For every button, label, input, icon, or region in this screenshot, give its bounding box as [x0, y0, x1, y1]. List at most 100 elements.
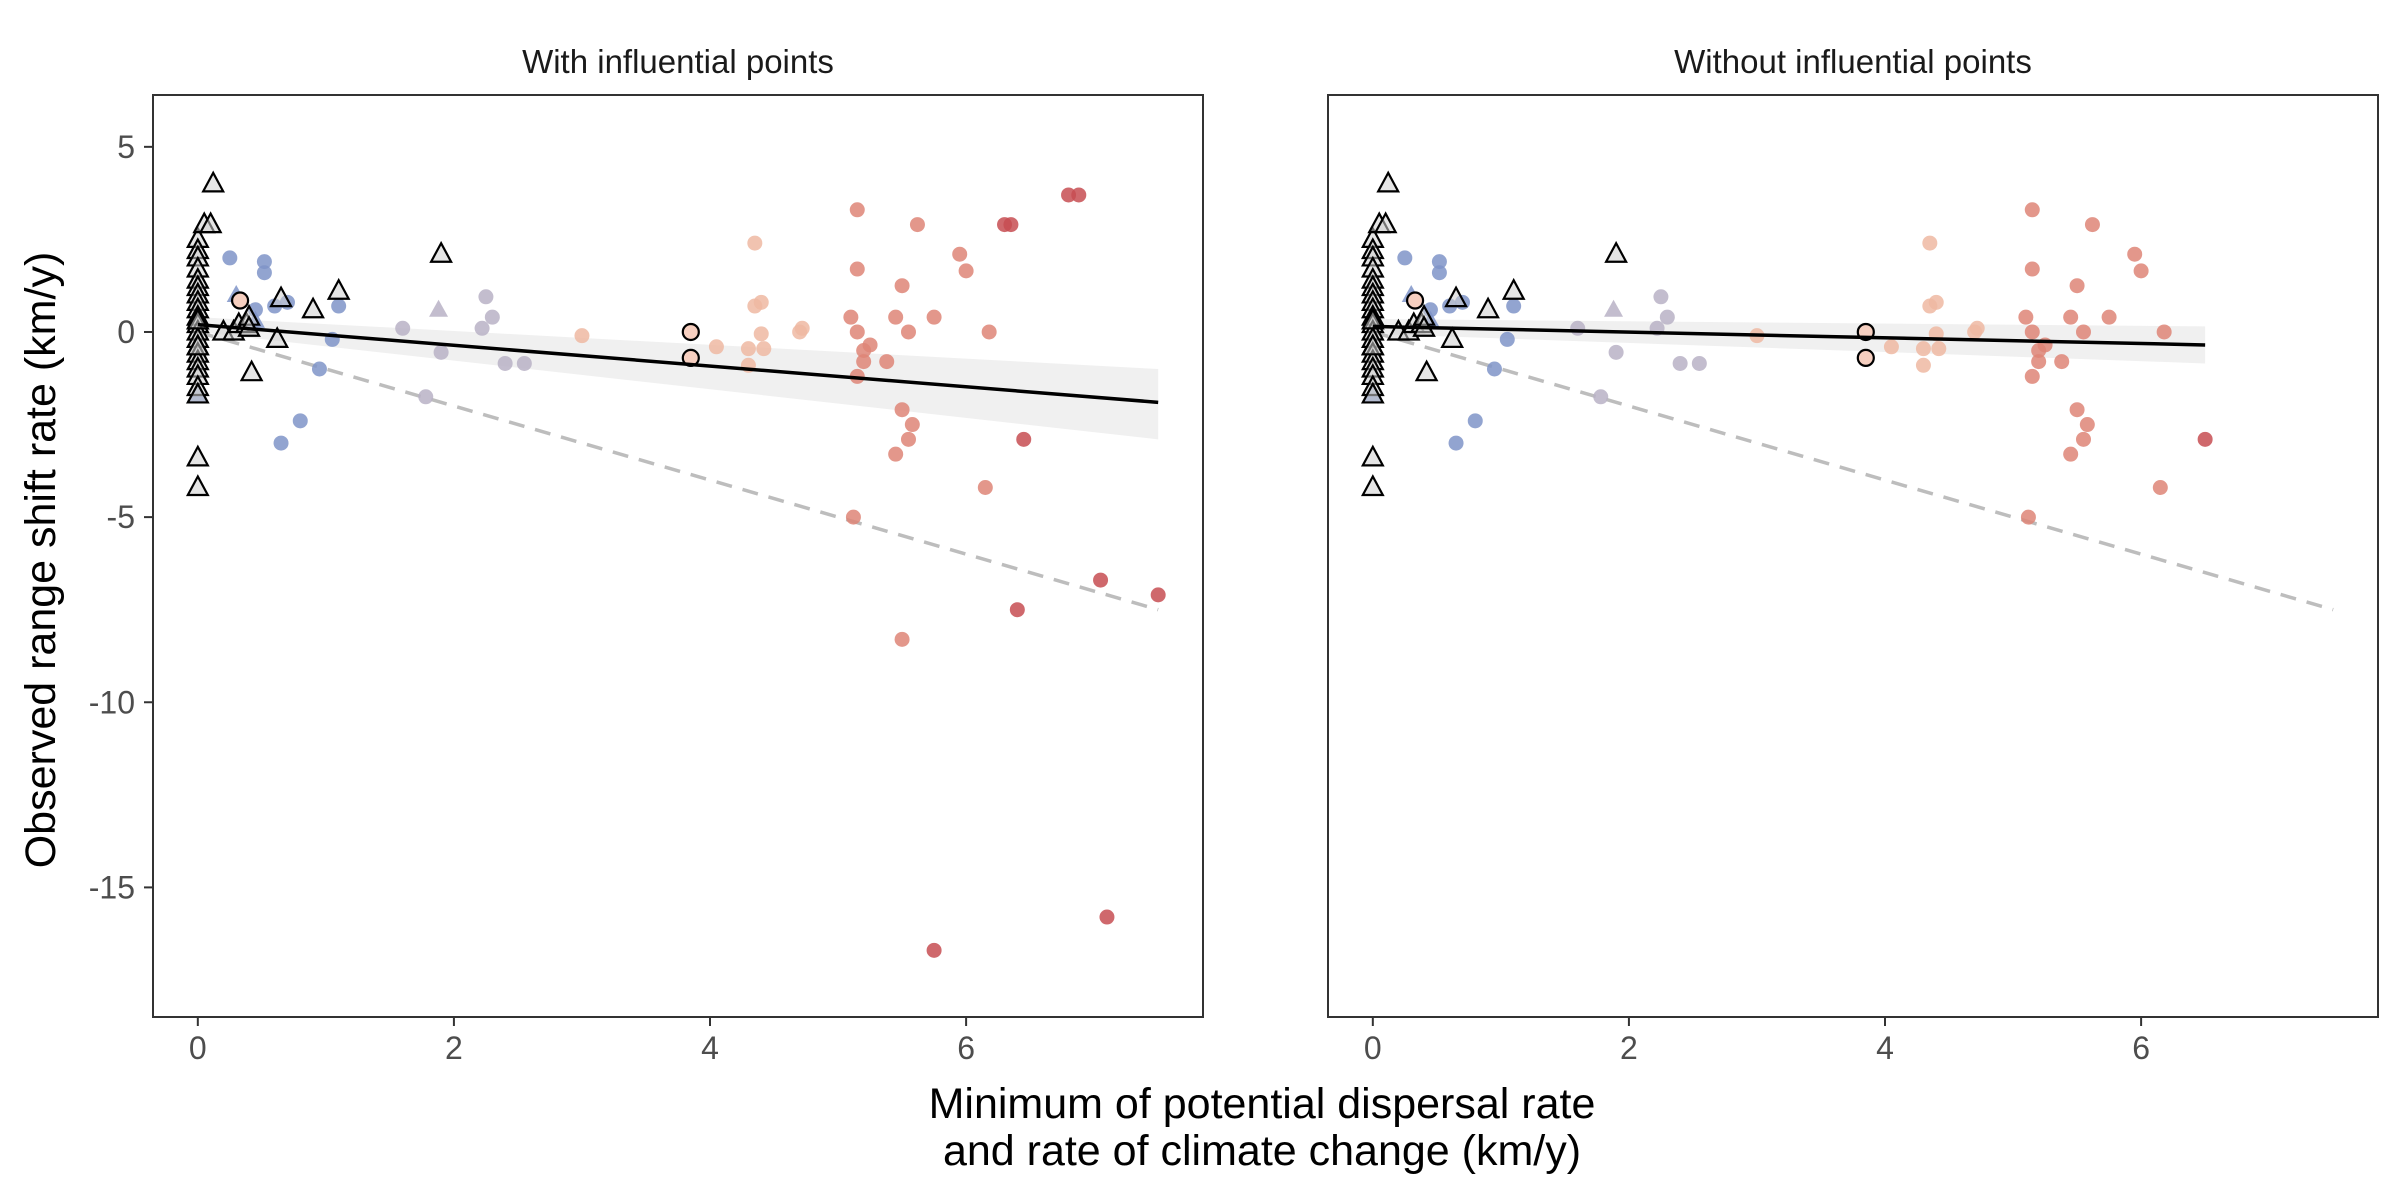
data-point [1506, 298, 1522, 314]
data-point [2054, 354, 2070, 370]
influential-point-triangle [429, 240, 453, 263]
influential-point-triangle [198, 211, 223, 234]
data-point [1003, 217, 1019, 233]
data-point [756, 341, 772, 357]
influential-point-triangle [237, 314, 261, 337]
data-point [843, 309, 859, 325]
data-point [856, 354, 872, 370]
influential-point-triangle [185, 381, 210, 404]
data-point [2024, 261, 2040, 277]
data-point [292, 413, 308, 429]
data-point [926, 942, 942, 958]
influential-point-circle [1405, 291, 1425, 310]
data-point [1016, 431, 1032, 447]
influential-point-triangle [1373, 211, 1398, 234]
data-point [2075, 324, 2091, 340]
data-point [900, 431, 916, 447]
panel-2: Without influential points 0 2 4 6 [1327, 43, 2379, 1066]
x-tick-label: 6 [957, 1030, 975, 1066]
data-point [2079, 417, 2095, 433]
data-point [1009, 602, 1025, 618]
influential-point-triangle [1360, 474, 1385, 497]
influential-point-circle [681, 322, 700, 342]
data-point [849, 324, 865, 340]
data-point [1691, 355, 1707, 371]
data-point [484, 309, 500, 325]
influential-point-triangle [326, 277, 351, 300]
data-point [1969, 320, 1985, 336]
influential-point-triangle [1444, 285, 1468, 308]
data-point [1922, 235, 1938, 251]
data-point [845, 509, 861, 525]
x-tick-label: 6 [2132, 1030, 2150, 1066]
x-tick-label: 0 [189, 1030, 207, 1066]
data-point [331, 298, 347, 314]
influential-point-triangle [185, 474, 210, 497]
data-point-triangle [429, 299, 449, 317]
data-point [497, 355, 513, 371]
data-point [2024, 202, 2040, 218]
y-tick-label: 5 [117, 129, 135, 165]
data-point [2152, 479, 2168, 495]
y-tick-label: 0 [117, 314, 135, 350]
y-tick-label: -10 [89, 684, 135, 720]
data-point [1448, 435, 1464, 451]
data-point [2031, 354, 2047, 370]
y-axis-title: Observed range shift rate (km/y) [17, 252, 65, 869]
data-point [2024, 368, 2040, 384]
x-tick-label: 4 [1876, 1030, 1894, 1066]
data-point [753, 326, 769, 342]
data-point [909, 217, 925, 233]
influential-point-triangle [269, 285, 293, 308]
influential-point-triangle [1360, 333, 1385, 356]
influential-point-circle [230, 291, 250, 310]
influential-point-triangle [185, 444, 210, 467]
panel-1: With influential points 0 2 4 6 5 0 -5 -10 -15 [89, 43, 1204, 1066]
data-point [862, 337, 878, 353]
data-point [977, 479, 993, 495]
data-point [879, 354, 895, 370]
data-point [395, 320, 411, 336]
data-point [2063, 446, 2079, 462]
data-point [926, 309, 942, 325]
data-point [478, 289, 494, 305]
data-point [888, 446, 904, 462]
fit-line [1372, 324, 2206, 347]
data-point [900, 324, 916, 340]
data-point [1431, 265, 1447, 281]
reference-line [1372, 330, 2334, 612]
data-point [894, 631, 910, 647]
data-point [2069, 402, 2085, 418]
data-point [2084, 217, 2100, 233]
data-point [1570, 320, 1586, 336]
x-axis-title-line2: and rate of climate change (km/y) [943, 1127, 1581, 1175]
x-tick-label: 2 [445, 1030, 463, 1066]
data-point [952, 246, 968, 262]
data-point [747, 298, 763, 314]
data-point [1931, 341, 1947, 357]
data-point [981, 324, 997, 340]
data-point [1653, 289, 1669, 305]
data-point [1915, 341, 1931, 357]
data-point [2075, 431, 2091, 447]
data-point [1397, 250, 1413, 266]
data-point [1915, 357, 1931, 373]
data-point [1099, 909, 1115, 925]
data-point [574, 328, 590, 344]
data-point [1150, 587, 1166, 603]
data-point [708, 339, 724, 355]
data-point [740, 341, 756, 357]
data-point [2133, 263, 2149, 279]
data-point [849, 202, 865, 218]
influential-point-triangle [301, 296, 325, 319]
panel-title: Without influential points [1674, 43, 2032, 80]
data-point [2127, 246, 2143, 262]
data-point [2020, 509, 2036, 525]
data-point [2156, 324, 2172, 340]
data-point [2018, 309, 2034, 325]
data-point [2101, 309, 2117, 325]
influential-point-triangle [1604, 240, 1628, 263]
fit-line [197, 322, 1159, 405]
data-point [433, 344, 449, 360]
